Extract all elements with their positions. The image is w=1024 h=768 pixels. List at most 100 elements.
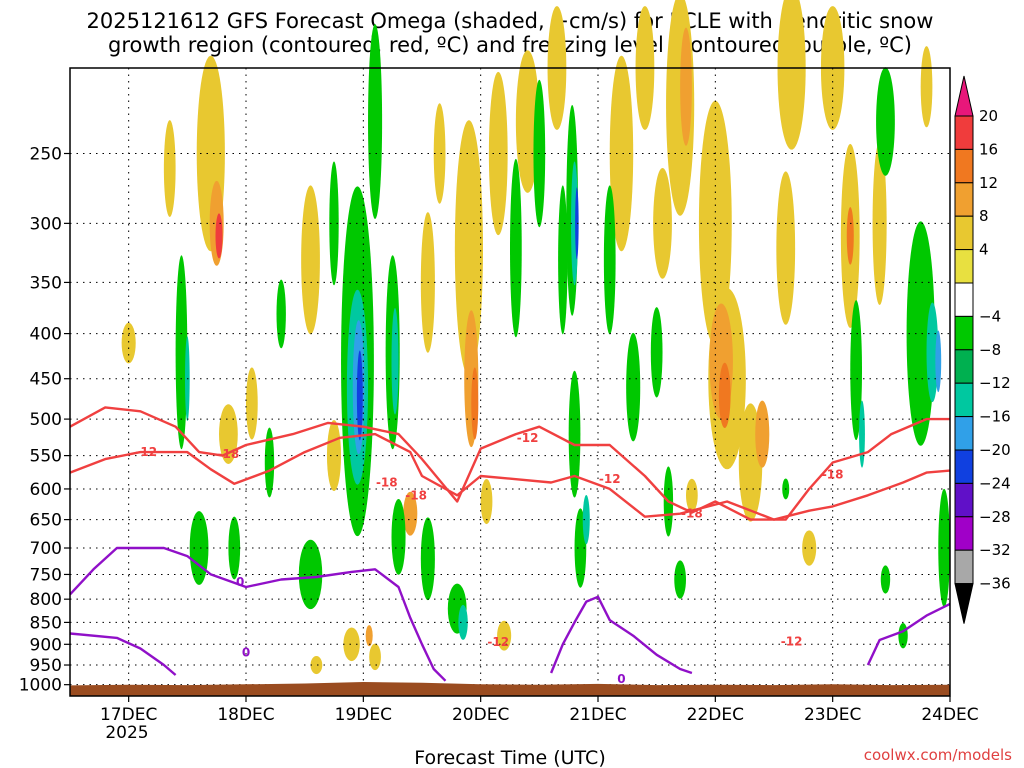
y-tick-label-3: 400: [30, 325, 62, 345]
x-tick-label-1: 18DEC: [217, 705, 274, 725]
colorbar-segment-8: [954, 349, 974, 384]
colorbar-segment-11: [954, 449, 974, 484]
omega-shade-42: [686, 478, 698, 512]
y-tick-label-4: 450: [30, 370, 62, 390]
colorbar-segment-1: [954, 115, 974, 150]
colorbar-label-7: −12: [979, 374, 1011, 392]
colorbar-label-5: −4: [979, 307, 1001, 325]
omega-shade-47: [228, 516, 241, 580]
colorbar-segment-13: [954, 516, 974, 551]
colorbar-segment-2: [954, 148, 974, 184]
plot-frame: [69, 67, 951, 697]
dgz-contour-label-7: -18: [822, 468, 844, 482]
omega-shade-17: [515, 50, 540, 193]
omega-shade-35: [872, 141, 887, 306]
omega-shade-72: [603, 185, 616, 335]
colorbar-label-6: −8: [979, 341, 1001, 359]
omega-shade-48: [264, 427, 275, 498]
y-tick-label-9: 700: [30, 539, 62, 559]
colorbar-label-2: 12: [979, 174, 998, 192]
omega-shade-71: [582, 494, 590, 545]
omega-shade-82: [926, 302, 939, 403]
colorbar-segment-10: [954, 416, 974, 451]
omega-shade-0: [121, 322, 136, 364]
omega-shade-30: [777, 0, 806, 150]
x-tick-label-2: 19DEC: [335, 705, 392, 725]
omega-shade-31: [776, 171, 796, 325]
y-tick-label-14: 950: [30, 656, 62, 676]
omega-shade-49: [276, 279, 286, 349]
omega-shade-68: [575, 187, 579, 260]
dgz-contour-label-2: -18: [376, 476, 398, 490]
contour-freezing-line-2: [549, 595, 693, 675]
x-axis-title: Forecast Time (UTC): [414, 747, 605, 768]
colorbar-segment-6: [954, 282, 974, 317]
y-tick-label-5: 500: [30, 410, 62, 430]
contour-dgz-line-0: [69, 432, 951, 521]
omega-shade-34: [846, 207, 854, 265]
omega-shade-63: [509, 158, 522, 338]
omega-shade-60: [420, 517, 435, 601]
contour-dgz-line-1: [69, 406, 950, 521]
freezing-contour-label-1: 0: [242, 646, 250, 660]
omega-shade-12: [454, 120, 484, 376]
colorbar-label-12: −32: [979, 541, 1011, 559]
omega-shade-78: [850, 300, 863, 441]
omega-shade-80: [876, 67, 895, 176]
omega-shade-85: [938, 488, 951, 608]
colorbar-top-arrow: [954, 75, 974, 117]
omega-shade-8: [326, 420, 342, 492]
y-tick-label-2: 350: [30, 273, 62, 293]
colorbar-segment-9: [954, 382, 974, 418]
omega-shade-73: [626, 332, 641, 442]
omega-shade-23: [680, 27, 692, 146]
y-axis: 2503003504004505005506006507007508008509…: [19, 144, 70, 696]
omega-shade-7: [301, 185, 320, 335]
dgz-contour-label-5: -12: [599, 472, 621, 486]
omega-shade-65: [558, 185, 568, 335]
x-tick-label-0: 17DEC: [100, 705, 157, 725]
colorbar-segment-3: [954, 182, 974, 217]
dgz-contour-label-4: -12: [517, 431, 539, 445]
omega-shade-76: [674, 560, 687, 599]
colorbar-label-4: 4: [979, 241, 989, 259]
y-tick-label-13: 900: [30, 635, 62, 655]
omega-shade-16: [488, 71, 508, 236]
omega-shade-62: [458, 604, 468, 640]
colorbar-label-0: 20: [979, 107, 998, 125]
x-tick-label-6: 23DEC: [804, 705, 861, 725]
omega-shade-83: [935, 330, 942, 393]
y-tick-label-15: 1000: [19, 676, 62, 696]
omega-shade-86: [880, 565, 891, 594]
omega-shade-55: [356, 350, 363, 441]
colorbar-segment-7: [954, 315, 974, 351]
dgz-contour-label-8: -12: [487, 635, 509, 649]
colorbar-label-11: −28: [979, 508, 1011, 526]
dgz-contour-label-1: -18: [218, 447, 240, 461]
omega-shade-46: [189, 511, 209, 585]
contour-freezing-line-3: [866, 602, 951, 666]
colorbar-label-3: 8: [979, 207, 989, 225]
y-tick-label-8: 650: [30, 511, 62, 531]
omega-shade-14: [471, 367, 479, 440]
y-tick-label-10: 750: [30, 565, 62, 585]
dgz-contour-label-9: -12: [781, 634, 803, 648]
dgz-contour-label-6: -18: [681, 507, 703, 521]
omega-shade-24: [698, 100, 732, 346]
colorbar-segment-14: [954, 549, 974, 585]
y-tick-label-7: 600: [30, 480, 62, 500]
colorbar-segment-5: [954, 249, 974, 284]
contour-freezing-line-1: [69, 632, 177, 676]
colorbar-segment-12: [954, 482, 974, 518]
freezing-contour-label-0: 0: [236, 575, 244, 589]
omega-shade-4: [215, 213, 223, 259]
omega-shade-36: [920, 46, 933, 128]
x-tick-label-5: 22DEC: [687, 705, 744, 725]
x-tick-label-4: 21DEC: [569, 705, 626, 725]
omega-shade-11: [433, 103, 446, 204]
x-tick-label-7: 24DEC: [921, 705, 978, 725]
omega-shade-79: [859, 400, 865, 468]
colorbar-label-1: 16: [979, 140, 998, 158]
x-axis: 17DEC 18DEC 19DEC 20DEC 21DEC 22DEC 23DEC 24DEC: [100, 696, 979, 725]
y-tick-label-6: 550: [30, 447, 62, 467]
